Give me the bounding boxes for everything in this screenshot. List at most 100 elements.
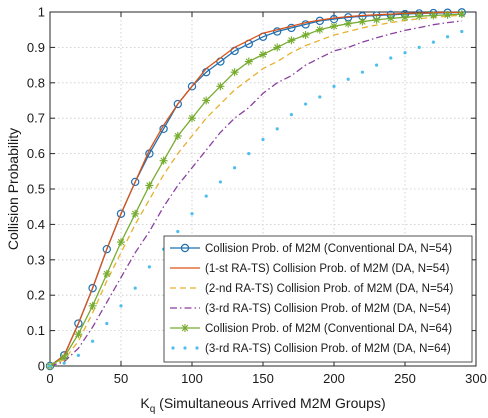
data-point	[289, 113, 293, 117]
legend-entry: Collision Prob. of M2M (Conventional DA,…	[170, 243, 452, 255]
data-point	[204, 194, 208, 198]
data-point	[457, 10, 466, 19]
data-point	[372, 15, 381, 24]
x-tick-label: 50	[114, 371, 128, 386]
legend-swatch-marker	[180, 243, 190, 253]
data-point	[429, 11, 438, 20]
data-point	[375, 63, 379, 67]
data-point	[62, 361, 66, 365]
data-point	[233, 166, 237, 170]
data-point	[287, 36, 296, 45]
data-point	[74, 319, 83, 328]
data-point	[173, 131, 182, 140]
data-point	[119, 304, 123, 308]
data-point	[48, 364, 52, 368]
data-point	[202, 96, 211, 105]
data-point	[304, 102, 308, 106]
x-tick-label: 150	[252, 371, 274, 386]
y-tick-label: 0.7	[27, 111, 45, 126]
data-point	[346, 77, 350, 81]
y-tick-label: 0.4	[27, 217, 45, 232]
y-tick-label: 0.1	[27, 323, 45, 338]
data-point	[403, 51, 407, 55]
series-6	[48, 29, 464, 368]
x-tick-label: 250	[394, 371, 416, 386]
data-point	[102, 269, 111, 278]
data-point	[417, 45, 421, 50]
y-tick-label: 0	[38, 359, 45, 374]
data-point	[415, 12, 424, 21]
data-point	[360, 70, 364, 74]
data-point	[301, 31, 310, 40]
y-tick-label: 0.2	[27, 288, 45, 303]
series-line	[49, 11, 462, 367]
data-point	[273, 27, 282, 36]
series-line	[49, 14, 462, 367]
legend-label: (1-st RA-TS) Collision Prob. of M2M (DA,…	[205, 263, 450, 275]
data-point	[88, 301, 97, 310]
data-point	[401, 13, 409, 22]
data-point	[173, 99, 182, 109]
series-line	[49, 20, 462, 367]
tick-labels: 0 50 100 150 200 250 300 0 0.1 0.2 0.3 0.4 0.5 0.6 0.7…	[27, 5, 487, 387]
x-axis-label-main: K	[140, 395, 150, 411]
data-point	[216, 82, 225, 91]
y-tick-label: 0.8	[27, 75, 45, 90]
data-point	[389, 56, 393, 60]
data-point	[344, 19, 353, 28]
x-tick-label: 100	[181, 371, 203, 386]
x-axis-label-subscript: q	[150, 404, 156, 415]
data-point	[145, 181, 154, 190]
data-point	[244, 57, 253, 66]
data-point	[287, 23, 296, 33]
legend-entry: (1-st RA-TS) Collision Prob. of M2M (DA,…	[170, 263, 450, 275]
legend-label: Collision Prob. of M2M (Conventional DA,…	[205, 323, 452, 335]
legend-swatch-dot	[195, 346, 199, 350]
x-axis-label: Kq (Simultaneous Arrived M2M Groups)	[140, 395, 385, 415]
data-point	[315, 25, 324, 34]
data-point	[273, 43, 282, 52]
data-point	[247, 152, 251, 156]
legend-entry: (3-rd RA-TS) Collision Prob. of M2M (DA,…	[171, 343, 451, 355]
data-point	[91, 339, 95, 343]
y-axis-label: Collision Probability	[5, 128, 21, 250]
axes-box	[49, 11, 477, 367]
data-point	[230, 68, 239, 77]
series-2	[49, 11, 462, 367]
data-point	[443, 10, 452, 19]
legend-box	[163, 235, 473, 363]
data-point	[117, 238, 125, 247]
series-4	[49, 20, 462, 367]
data-point	[130, 177, 140, 187]
data-point	[176, 229, 180, 234]
data-point	[259, 50, 267, 59]
legend-swatch-dot	[171, 346, 175, 350]
legend-swatch-dot	[183, 346, 187, 350]
legend-entry: (2-nd RA-TS) Collision Prob. of M2M (DA,…	[170, 283, 453, 295]
data-point	[460, 29, 464, 34]
series-3	[49, 14, 462, 367]
legend-label: (3-rd RA-TS) Collision Prob. of M2M (DA,…	[205, 343, 451, 355]
data-point	[88, 283, 97, 293]
x-tick-label: 0	[46, 371, 53, 386]
y-tick-label: 0.9	[27, 40, 45, 55]
legend-entry: (3-rd RA-TS) Collision Prob. of M2M (DA,…	[170, 303, 451, 315]
legend-label: (2-nd RA-TS) Collision Prob. of M2M (DA,…	[205, 283, 453, 295]
data-point	[431, 40, 435, 44]
data-point	[116, 209, 126, 218]
data-point	[218, 180, 222, 184]
data-point	[301, 20, 310, 29]
x-axis-label-rest: (Simultaneous Arrived M2M Groups)	[155, 395, 385, 411]
data-point	[386, 14, 395, 23]
legend: Collision Prob. of M2M (Conventional DA,…	[163, 235, 473, 363]
data-point	[74, 330, 83, 339]
y-tick-label: 1	[38, 5, 45, 20]
data-point	[261, 137, 265, 142]
legend-label: (3-rd RA-TS) Collision Prob. of M2M (DA,…	[205, 303, 451, 315]
data-point	[102, 244, 112, 254]
legend-swatch-marker	[181, 324, 189, 332]
axes	[49, 11, 477, 367]
data-point	[76, 353, 80, 357]
data-point	[147, 265, 151, 269]
